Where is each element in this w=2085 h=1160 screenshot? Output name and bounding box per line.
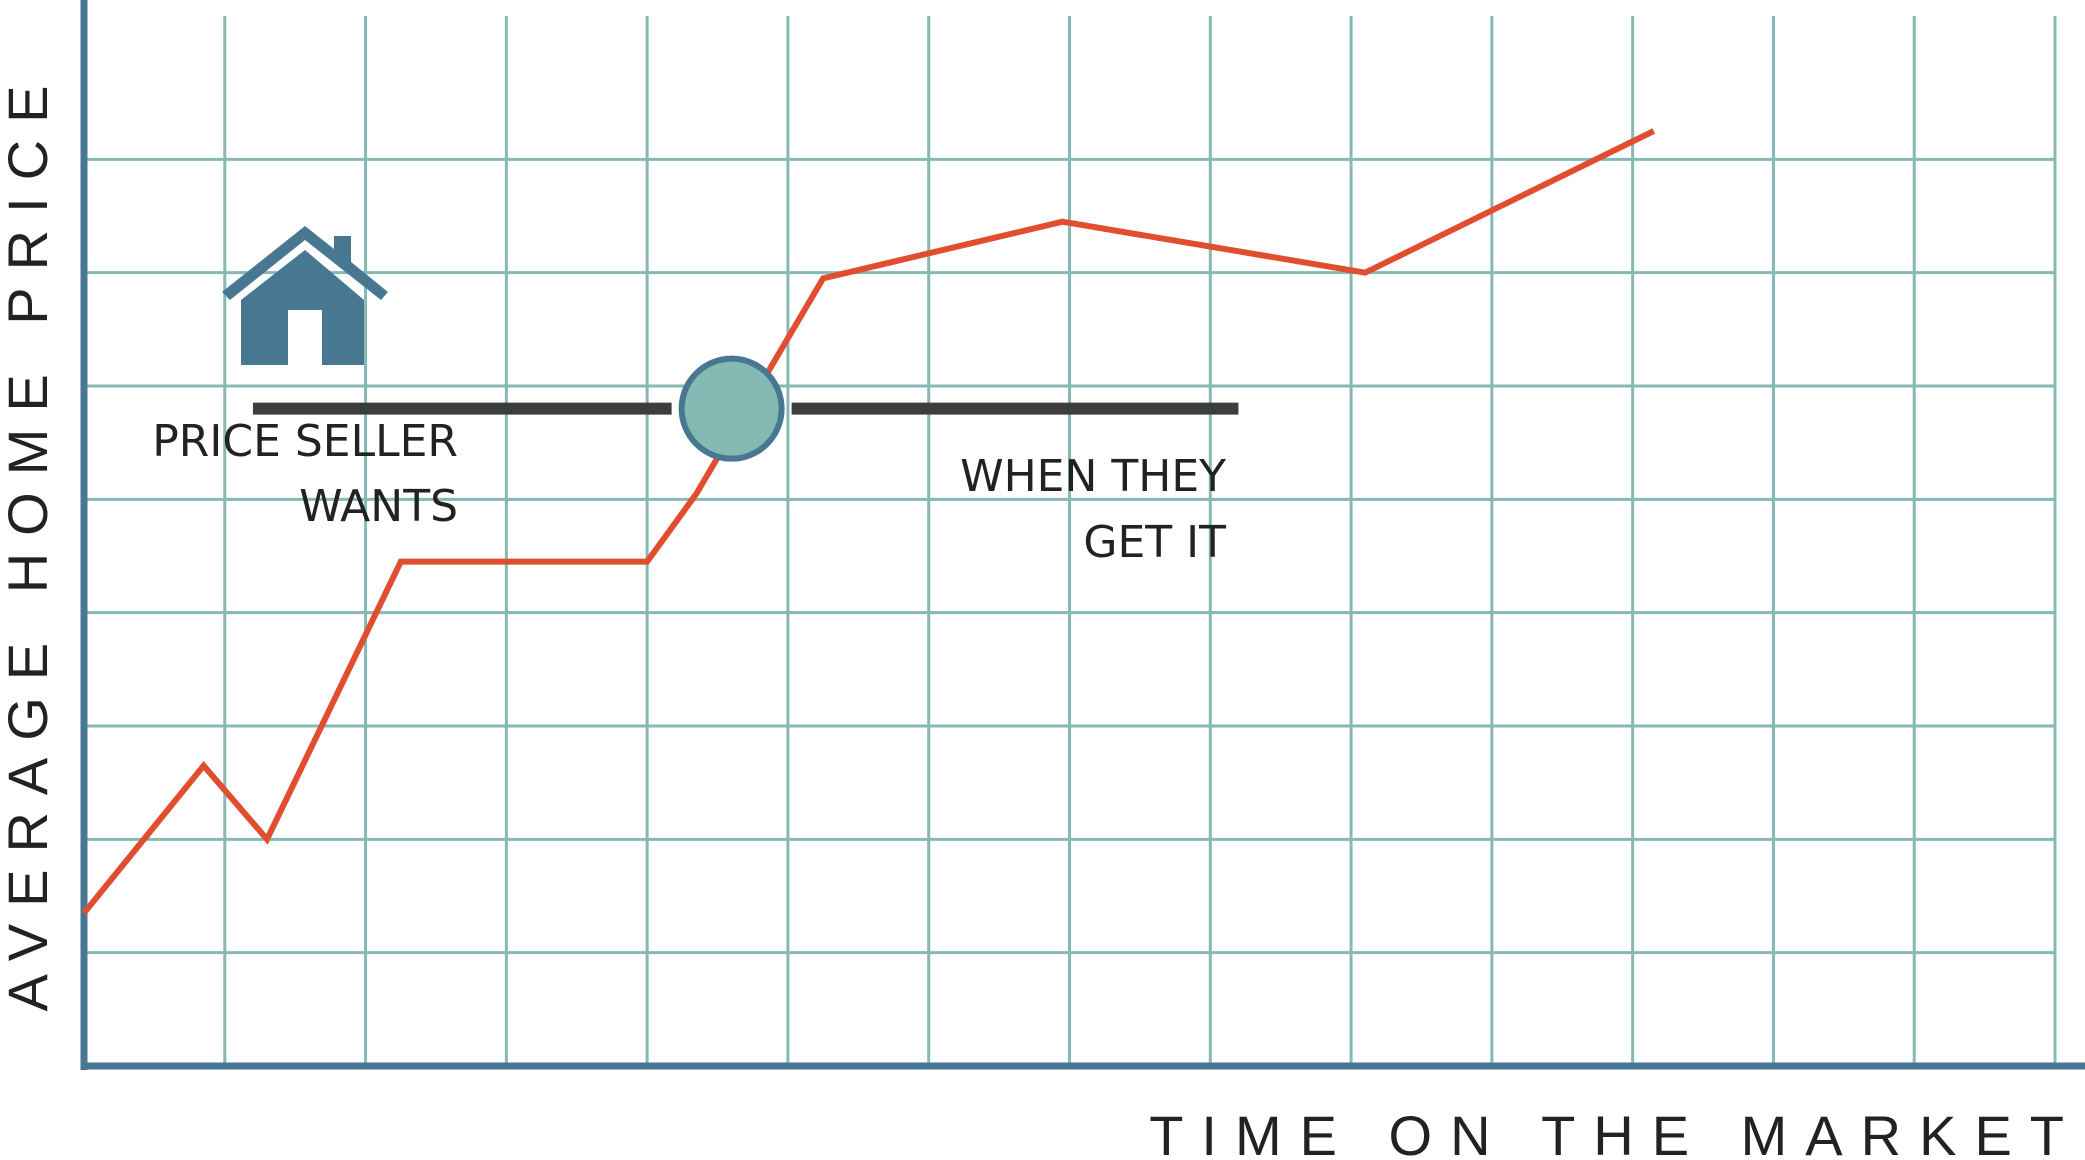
when-they-get-it-line-2: GET IT: [1083, 517, 1226, 568]
y-axis-label: AVERAGE HOME PRICE: [0, 69, 59, 1012]
house-body-icon: [241, 250, 364, 365]
price-seller-wants-line-2: WANTS: [299, 481, 458, 532]
house-icon: [222, 226, 388, 365]
x-axis-label: TIME ON THE MARKET: [1149, 1104, 2082, 1160]
price-line: [81, 128, 1656, 915]
price-seller-wants-line-1: PRICE SELLER: [152, 416, 458, 467]
threshold-marker: [678, 355, 785, 462]
when-they-get-it-line-1: WHEN THEY: [960, 451, 1226, 502]
grid: [84, 16, 2057, 1066]
house-roof-icon: [222, 226, 388, 300]
